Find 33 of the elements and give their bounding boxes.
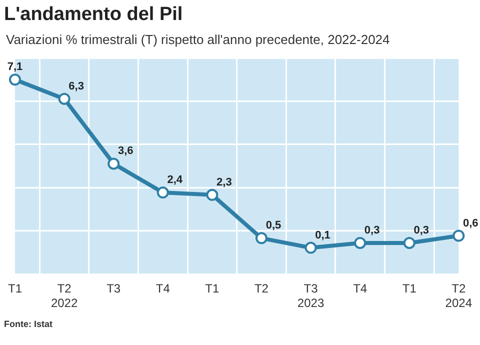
chart-subtitle: Variazioni % trimestrali (T) rispetto all'anno precedente, 2022-2024 <box>6 32 391 47</box>
data-label: 0,5 <box>266 220 282 232</box>
data-label: 3,6 <box>118 145 134 158</box>
point <box>206 188 218 201</box>
x-tick-label: T1 <box>205 282 220 296</box>
chart-title: L'andamento del Pil <box>4 4 184 26</box>
x-tick-label: T2 2022 <box>50 282 78 310</box>
data-label: 6,3 <box>68 80 84 92</box>
point <box>156 186 169 199</box>
data-label: 0,6 <box>463 217 478 230</box>
x-tick-label: T3 <box>106 282 121 296</box>
point <box>9 74 21 86</box>
point <box>58 92 70 105</box>
data-label: 0,1 <box>315 229 330 242</box>
x-tick-label: T3 2023 <box>297 282 324 310</box>
point <box>108 158 120 170</box>
data-label: 2,3 <box>216 176 232 188</box>
x-tick-label: T2 2024 <box>445 282 472 310</box>
data-label: 7,1 <box>7 61 23 74</box>
point <box>452 230 465 242</box>
data-label: 2,4 <box>167 174 184 186</box>
x-tick-label: T4 <box>353 282 368 296</box>
x-tick-label: T1 <box>402 282 417 296</box>
source-note: Fonte: Istat <box>4 319 54 329</box>
x-tick-label: T2 <box>254 282 269 296</box>
data-label: 0,3 <box>414 224 430 236</box>
x-tick-label: T4 <box>156 282 170 296</box>
point <box>403 236 416 249</box>
x-tick-label: T1 <box>8 282 22 296</box>
data-label: 0,3 <box>364 224 380 236</box>
point <box>255 232 268 244</box>
point <box>304 242 317 254</box>
point <box>354 236 366 249</box>
